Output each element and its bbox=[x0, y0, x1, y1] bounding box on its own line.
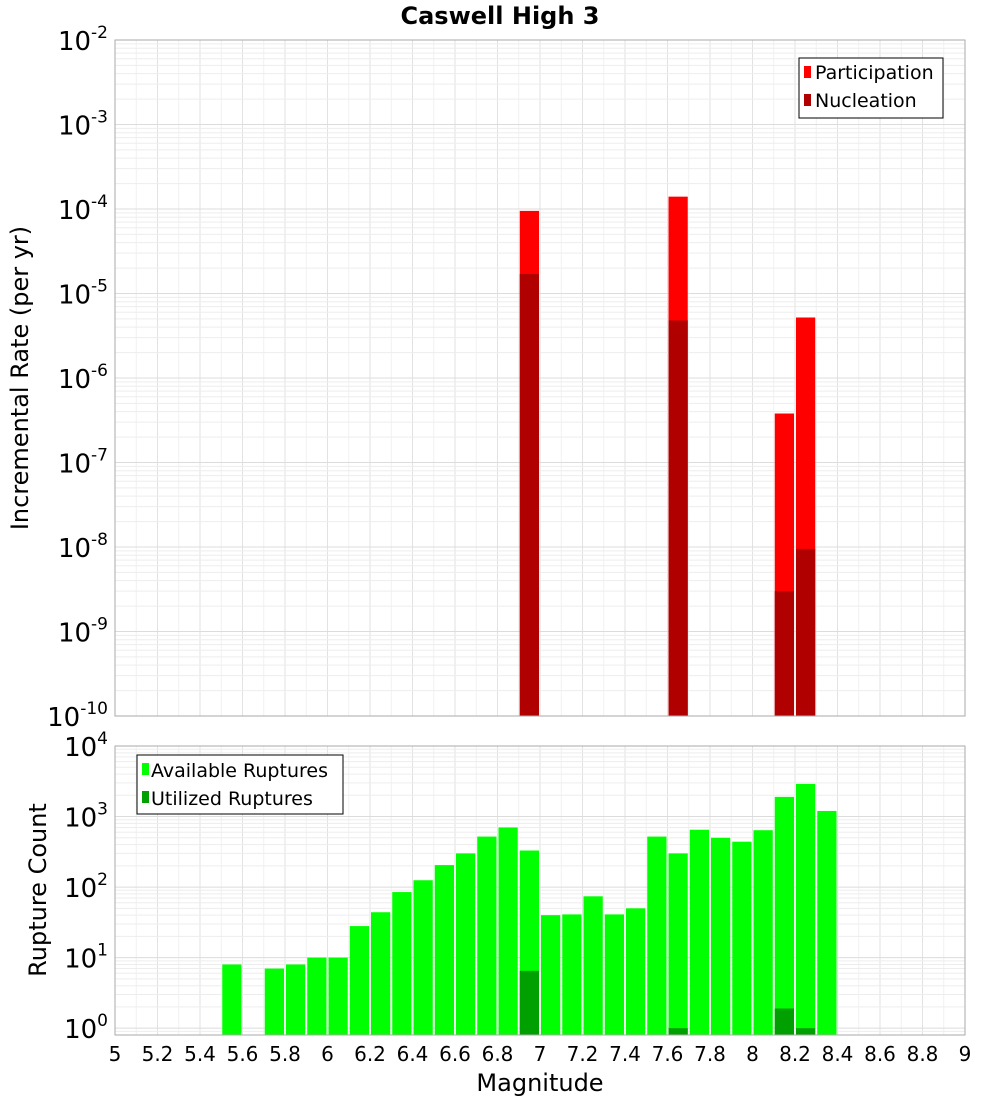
x-tick-label: 8 bbox=[746, 1042, 759, 1066]
rate-bar-secondary bbox=[774, 591, 794, 716]
legend-utilized-label: Utilized Ruptures bbox=[151, 788, 313, 810]
count-y-tick-label: 103 bbox=[64, 800, 108, 834]
count-bar-primary bbox=[817, 810, 837, 1035]
rate-y-tick-label: 10-8 bbox=[58, 530, 108, 564]
count-y-axis-label: Rupture Count bbox=[24, 803, 52, 977]
rate-y-tick-label: 10-9 bbox=[58, 615, 108, 649]
x-tick-label: 9 bbox=[959, 1042, 972, 1066]
rate-panel: 10-2 10-3 10-4 10-5 10-6 10-7 10-8 10-9 10-10 In… bbox=[6, 23, 966, 733]
legend-participation-label: Participation bbox=[815, 62, 934, 84]
x-tick-label: 7 bbox=[534, 1042, 547, 1066]
rate-gridlines bbox=[114, 39, 966, 717]
count-bar-primary bbox=[541, 915, 561, 1035]
rate-bar-secondary bbox=[519, 274, 539, 716]
x-tick-label: 8.6 bbox=[864, 1042, 896, 1066]
count-legend-box bbox=[136, 754, 344, 815]
legend-nucleation-swatch bbox=[804, 94, 811, 106]
count-bar-primary bbox=[498, 827, 518, 1035]
count-bar-primary bbox=[583, 896, 603, 1035]
count-bar-primary bbox=[604, 914, 624, 1035]
x-tick-label: 7.2 bbox=[567, 1042, 599, 1066]
rate-bar-secondary bbox=[668, 320, 688, 716]
rate-y-tick-label: 10-3 bbox=[58, 108, 108, 142]
x-tick-label: 5.2 bbox=[142, 1042, 174, 1066]
count-bar-secondary bbox=[774, 1008, 794, 1035]
count-bar-primary bbox=[392, 892, 412, 1035]
x-tick-label: 6.8 bbox=[482, 1042, 514, 1066]
count-bar-primary bbox=[562, 914, 582, 1035]
legend-nucleation-label: Nucleation bbox=[815, 90, 917, 112]
x-tick-label: 8.4 bbox=[822, 1042, 854, 1066]
x-tick-label: 6 bbox=[321, 1042, 334, 1066]
x-tick-label: 5.4 bbox=[184, 1042, 216, 1066]
rate-y-axis-label: Incremental Rate (per yr) bbox=[6, 226, 34, 530]
count-bar-primary bbox=[413, 880, 433, 1035]
count-y-tick-label: 104 bbox=[64, 729, 108, 763]
x-tick-label: 6.4 bbox=[397, 1042, 429, 1066]
x-tick-label: 5 bbox=[109, 1042, 122, 1066]
rate-y-tick-label: 10-6 bbox=[58, 361, 108, 395]
count-bar-primary bbox=[222, 964, 242, 1035]
rate-bar-secondary bbox=[796, 548, 816, 716]
x-tick-label: 8.8 bbox=[907, 1042, 939, 1066]
count-y-tick-label: 102 bbox=[64, 870, 108, 904]
count-bar-primary bbox=[286, 964, 306, 1035]
legend-available-swatch bbox=[142, 763, 149, 775]
x-tick-label: 8.2 bbox=[779, 1042, 811, 1066]
count-bars bbox=[222, 783, 837, 1035]
x-axis-label: Magnitude bbox=[476, 1069, 603, 1097]
count-bar-primary bbox=[349, 926, 369, 1035]
rate-y-tick-label: 10-4 bbox=[58, 192, 108, 226]
rate-y-ticks: 10-2 10-3 10-4 10-5 10-6 10-7 10-8 10-9 10-10 bbox=[47, 23, 108, 733]
count-bar-primary bbox=[774, 796, 794, 1035]
count-y-ticks: 104 103 102 101 100 bbox=[64, 729, 108, 1045]
legend-available-label: Available Ruptures bbox=[151, 760, 328, 782]
count-bar-primary bbox=[371, 912, 391, 1035]
count-panel: 104 103 102 101 100 Rupture Count Available … bbox=[24, 729, 971, 1097]
count-bar-primary bbox=[434, 865, 454, 1035]
count-bar-primary bbox=[753, 830, 773, 1035]
rate-y-tick-label: 10-2 bbox=[58, 23, 108, 57]
legend-participation-swatch bbox=[804, 66, 811, 78]
count-y-tick-label: 101 bbox=[64, 941, 108, 975]
count-y-tick-label: 100 bbox=[64, 1011, 108, 1045]
count-bar-primary bbox=[647, 836, 667, 1035]
count-bar-secondary bbox=[668, 1028, 688, 1035]
count-bar-primary bbox=[477, 836, 497, 1035]
count-bar-primary bbox=[668, 853, 688, 1035]
count-bar-primary bbox=[264, 968, 284, 1035]
count-bar-primary bbox=[732, 841, 752, 1035]
legend-utilized-swatch bbox=[142, 791, 149, 803]
count-bar-primary bbox=[328, 957, 348, 1035]
count-bar-primary bbox=[456, 853, 476, 1035]
rate-legend: Participation Nucleation bbox=[798, 57, 944, 119]
x-tick-label: 5.8 bbox=[269, 1042, 301, 1066]
rate-y-tick-label: 10-10 bbox=[47, 699, 108, 733]
count-bar-primary bbox=[626, 908, 646, 1035]
x-tick-label: 5.6 bbox=[227, 1042, 259, 1066]
count-bar-secondary bbox=[519, 970, 539, 1035]
count-bar-primary bbox=[711, 837, 731, 1035]
x-tick-label: 7.6 bbox=[652, 1042, 684, 1066]
count-bar-primary bbox=[307, 957, 327, 1035]
x-tick-label: 6.2 bbox=[354, 1042, 386, 1066]
count-bar-primary bbox=[796, 783, 816, 1035]
x-tick-label: 7.4 bbox=[609, 1042, 641, 1066]
rate-y-tick-label: 10-7 bbox=[58, 446, 108, 480]
count-x-ticks: 5 5.2 5.4 5.6 5.8 6 6.2 6.4 6.6 6.8 7 7.2 7.4 7.6 7.8 8… bbox=[109, 1042, 972, 1066]
rate-legend-box bbox=[798, 57, 944, 119]
x-tick-label: 7.8 bbox=[694, 1042, 726, 1066]
count-plot-border bbox=[114, 745, 966, 1036]
count-bar-secondary bbox=[796, 1028, 816, 1035]
rate-plot-border bbox=[114, 39, 966, 717]
x-tick-label: 6.6 bbox=[439, 1042, 471, 1066]
chart-title: Caswell High 3 bbox=[401, 2, 600, 30]
rate-y-tick-label: 10-5 bbox=[58, 277, 108, 311]
count-bar-primary bbox=[689, 829, 709, 1035]
count-legend: Available Ruptures Utilized Ruptures bbox=[136, 754, 344, 815]
rate-bars bbox=[519, 196, 816, 717]
